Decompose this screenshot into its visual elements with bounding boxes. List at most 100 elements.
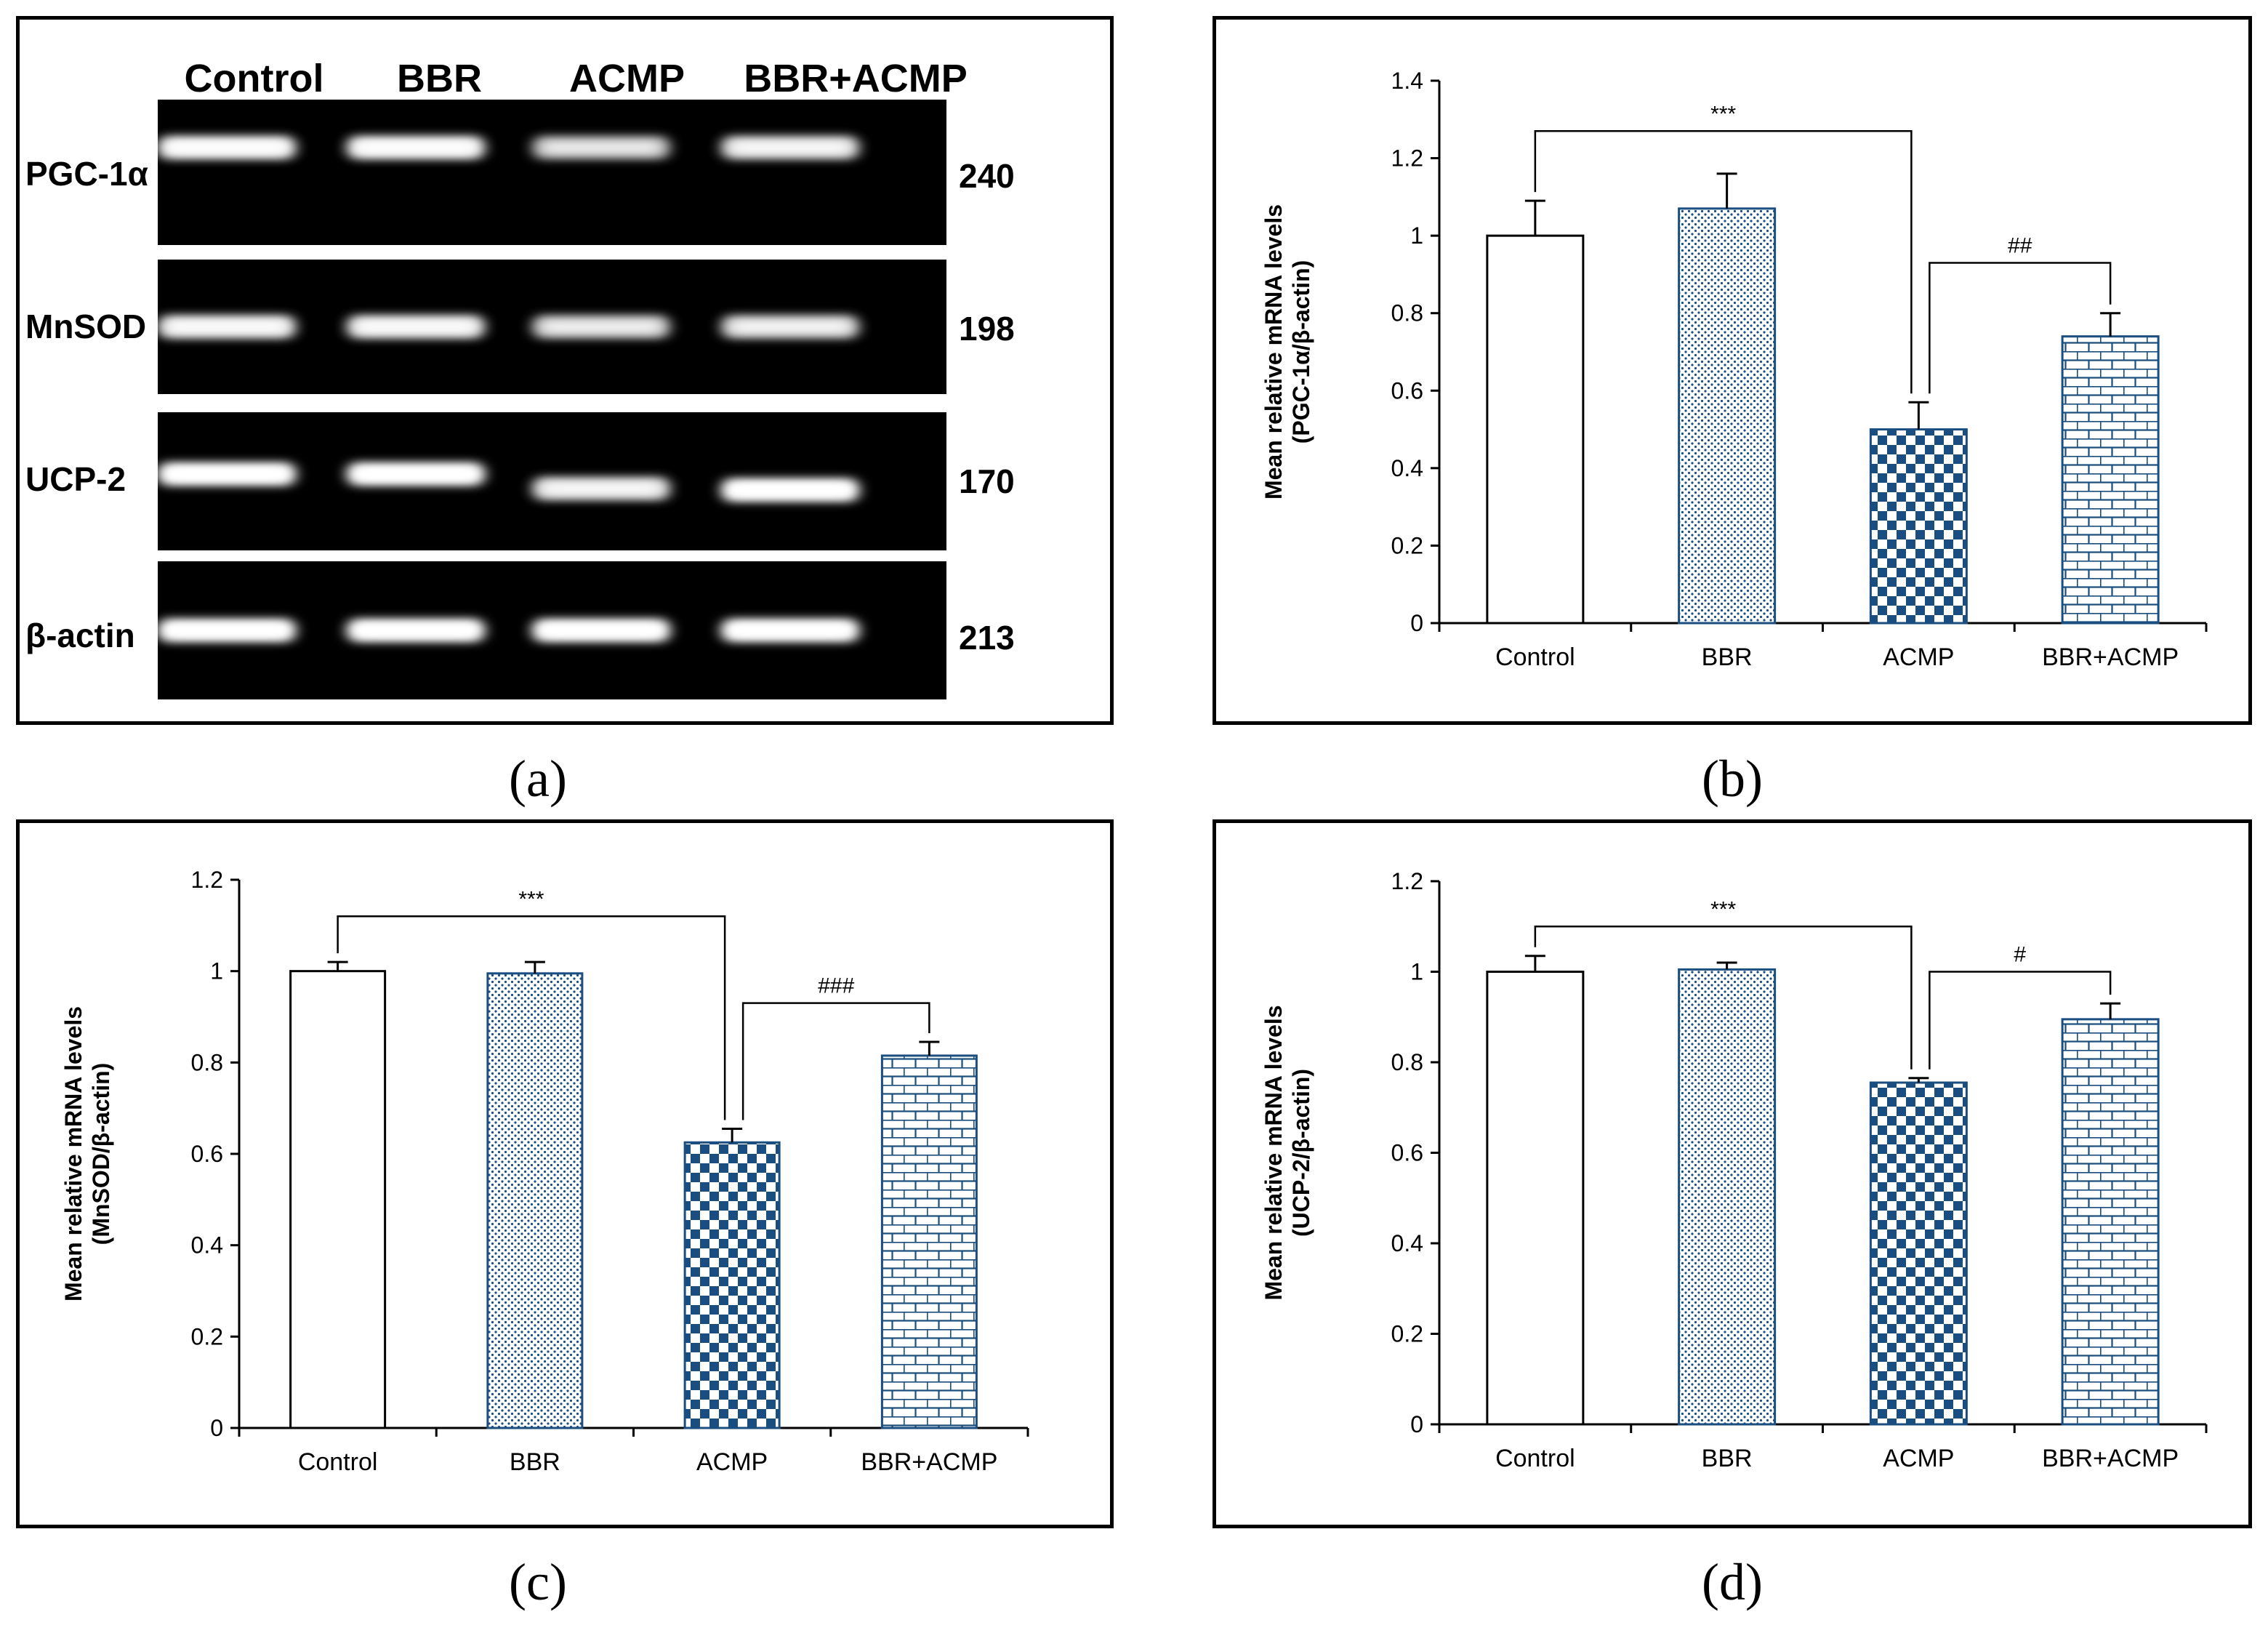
y-tick-label: 0.8 [1391,1049,1423,1075]
chart-mnsod: 0 0.2 0.4 0.6 0.8 1 1.2 Mean relative mRNA leve… [60,867,1029,1476]
blot-band-core [358,625,474,636]
blot-gene-label: MnSOD [25,308,147,345]
x-tick-label: BBR [1702,1445,1753,1472]
significance-bracket [337,915,726,1120]
bar [683,1141,781,1429]
significance-label: *** [1710,897,1736,921]
x-tick-label: ACMP [1883,1445,1954,1472]
x-tick-label: BBR+ACMP [861,1448,997,1476]
blot-column-label: Control [184,57,324,100]
caption-d: (d) [1702,1553,1763,1611]
bar [880,1054,978,1429]
y-axis-label: (PGC-1α/β-actin) [1288,260,1314,444]
x-tick-label: ACMP [696,1448,768,1476]
bar [1869,428,1968,625]
blot-column-label: BBR [397,57,482,100]
blot-gel [158,100,946,699]
significance-bracket [1534,926,1913,1070]
x-tick-label: BBR [510,1448,560,1476]
blot-band-core [358,321,474,333]
blot-gene-label: β-actin [25,617,135,654]
y-tick-label: 1 [1410,222,1423,249]
blot-band-core [169,142,285,153]
blot-band-core [543,483,659,494]
y-tick-label: 0.4 [1391,1230,1423,1256]
bar [1486,234,1585,625]
caption-a: (a) [509,750,567,808]
blot-panel: Control BBR ACMP BBR+ACMP PGC-1α MnSOD U… [16,16,1114,725]
significance-label: # [2014,943,2026,967]
bar [1678,968,1777,1426]
blot-size-label: 198 [959,310,1015,348]
chart-panel-c: 0 0.2 0.4 0.6 0.8 1 1.2 Mean relative mRNA leve… [16,819,1114,1528]
y-axis-label: (UCP-2/β-actin) [1288,1069,1314,1237]
blot-band-core [358,142,474,153]
blot-size-label: 213 [959,619,1015,657]
significance-bracket [1534,130,1913,394]
blot-size-label: 240 [959,157,1015,195]
significance-bracket [741,1002,930,1120]
blot-band-core [543,625,659,636]
y-tick-label: 0 [1410,610,1423,636]
x-tick-label: Control [1495,1445,1575,1472]
blot-band-core [732,321,848,333]
x-tick-label: Control [1495,643,1575,671]
y-tick-label: 0.6 [191,1141,223,1167]
significance-label: *** [518,887,544,911]
x-tick-label: BBR+ACMP [2042,1445,2179,1472]
significance-label: ## [2008,233,2032,257]
y-tick-label: 1.2 [191,867,223,893]
blot-band-core [732,625,848,636]
y-tick-label: 0.8 [1391,300,1423,326]
blot-band-core [732,142,848,153]
chart-panel-d: 0 0.2 0.4 0.6 0.8 1 1.2 Mean relative mRNA leve… [1213,819,2252,1528]
y-tick-label: 1 [1410,959,1423,985]
bar [2061,1018,2160,1426]
y-axis-label: Mean relative mRNA levels [60,1006,87,1301]
chart-pgc1a: 0 0.2 0.4 0.6 0.8 1 1.2 1.4 Mean relative mRNA l… [1260,68,2208,671]
blot-band-core [169,468,285,480]
blot-band-core [732,484,848,496]
bar [1869,1081,1968,1426]
y-tick-label: 0.2 [1391,532,1423,558]
blot-band-core [543,321,659,333]
blot-size-label: 170 [959,462,1015,500]
blot-column-label: ACMP [569,57,685,100]
significance-bracket [1929,262,2112,394]
x-tick-label: BBR+ACMP [2042,643,2179,671]
x-tick-label: Control [298,1448,378,1476]
x-tick-label: BBR [1702,643,1753,671]
blot-band-core [543,142,659,153]
y-tick-label: 0.4 [1391,455,1423,481]
significance-label: ### [818,974,854,998]
bar [2061,335,2160,625]
chart-panel-b: 0 0.2 0.4 0.6 0.8 1 1.2 1.4 Mean relative mRNA l… [1213,16,2252,725]
blot-gene-label: PGC-1α [25,155,148,193]
blot-column-label: BBR+ACMP [744,57,968,100]
bar [486,972,584,1429]
blot-gene-label: UCP-2 [25,460,126,498]
y-tick-label: 0 [210,1415,223,1441]
chart-ucp2: 0 0.2 0.4 0.6 0.8 1 1.2 Mean relative mRNA leve… [1260,868,2208,1472]
y-tick-label: 0.2 [1391,1321,1423,1347]
x-tick-label: ACMP [1883,643,1954,671]
significance-bracket [1929,971,2112,1070]
blot-row-bg [158,100,946,245]
y-axis-label: Mean relative mRNA levels [1260,1005,1287,1300]
y-tick-label: 1 [210,958,223,984]
blot-band-core [169,625,285,636]
blot-band-core [358,468,474,480]
y-tick-label: 1.4 [1391,68,1423,94]
y-tick-label: 0 [1410,1411,1423,1437]
y-tick-label: 0.8 [191,1049,223,1075]
y-axis-label: (MnSOD/β-actin) [88,1063,114,1245]
y-tick-label: 1.2 [1391,868,1423,894]
y-tick-label: 0.2 [191,1323,223,1349]
caption-c: (c) [509,1553,567,1611]
y-tick-label: 0.4 [191,1232,223,1259]
caption-b: (b) [1702,750,1763,808]
bar [1486,971,1585,1426]
y-tick-label: 0.6 [1391,377,1423,404]
y-tick-label: 0.6 [1391,1140,1423,1166]
y-tick-label: 1.2 [1391,145,1423,172]
